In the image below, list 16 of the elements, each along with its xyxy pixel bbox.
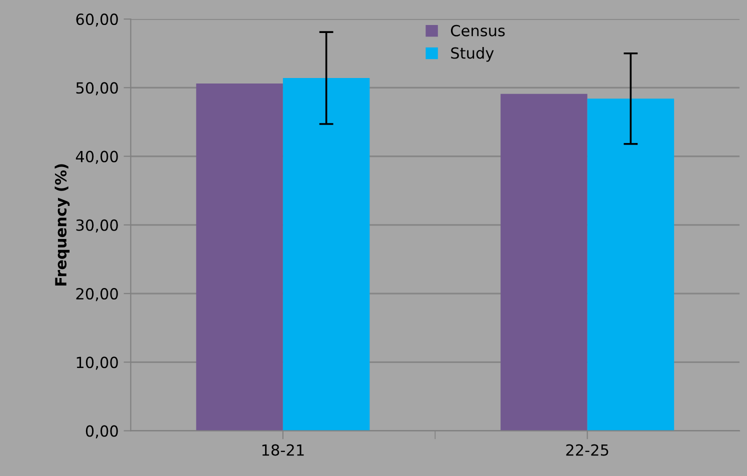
legend-label: Study — [451, 46, 494, 62]
y-tick-label: 20,00 — [76, 288, 118, 302]
bar — [587, 98, 674, 431]
y-tick-label: 60,00 — [76, 14, 118, 27]
bar — [500, 94, 588, 431]
y-tick-label: 30,00 — [76, 219, 118, 232]
y-tick-label: 10,00 — [76, 356, 118, 370]
bar — [196, 84, 283, 431]
legend-label: Census — [450, 24, 505, 36]
y-tick-label: 0,00 — [86, 425, 118, 438]
x-tick-label: 18-21 — [262, 444, 304, 456]
x-tick-label: 22-25 — [566, 444, 608, 456]
y-tick-label: 50,00 — [76, 82, 118, 96]
y-tick-label: 40,00 — [76, 150, 118, 164]
y-axis-title: Frequency (%) — [54, 164, 70, 286]
bar — [282, 78, 370, 431]
